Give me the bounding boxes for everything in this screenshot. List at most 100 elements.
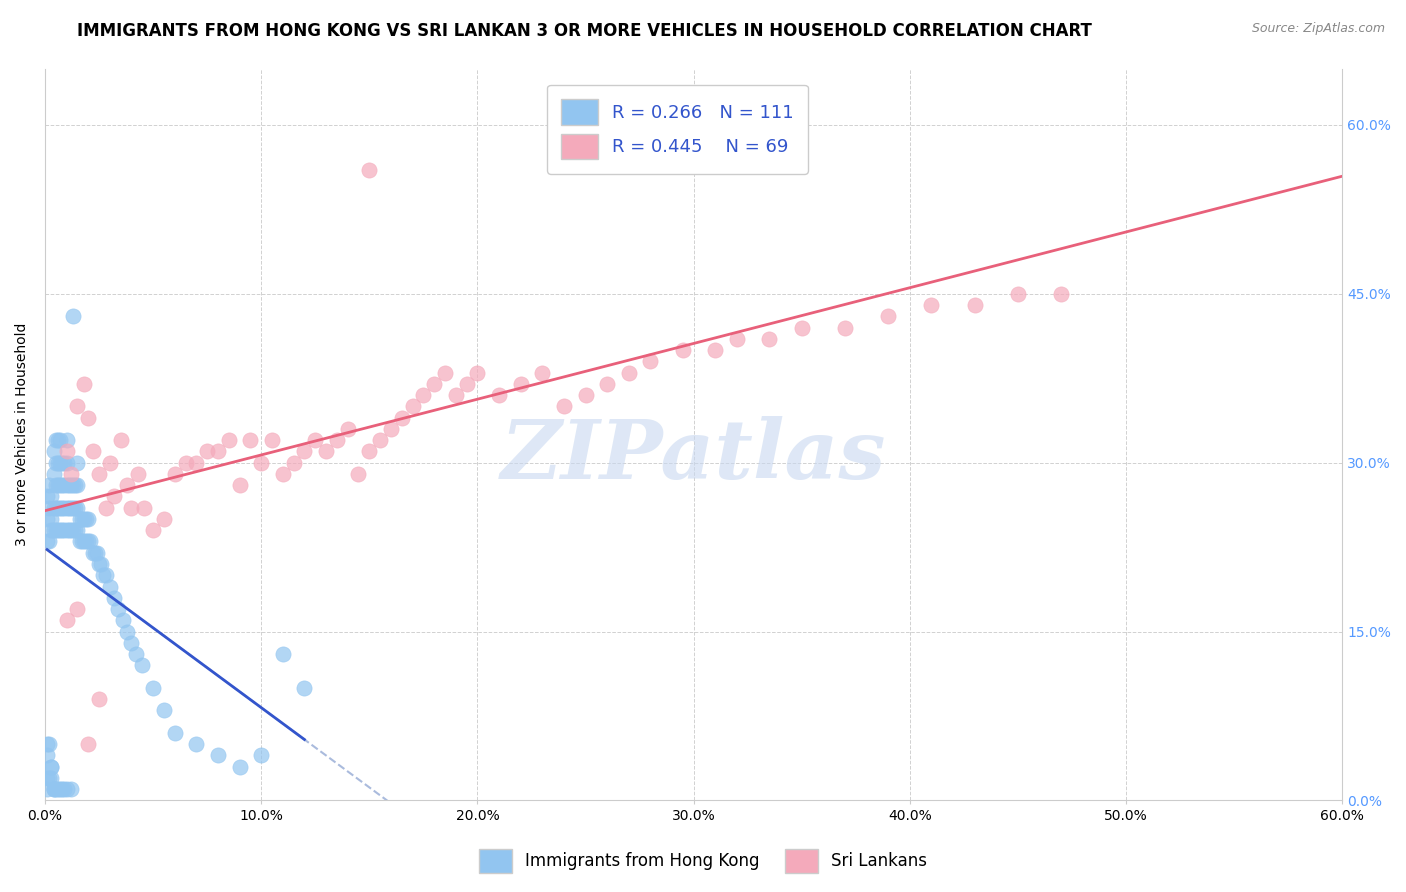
Point [73, 534, 96, 549]
Point [877, 310, 900, 324]
Point [55, 444, 77, 458]
Point [55, 613, 77, 627]
Point [46, 478, 69, 492]
Point [49, 478, 72, 492]
Point [1007, 286, 1029, 301]
Point [55, 782, 77, 797]
Point [46, 456, 69, 470]
Point [391, 410, 413, 425]
Point [98, 456, 121, 470]
Point [41, 771, 63, 785]
Point [41, 523, 63, 537]
Point [73, 512, 96, 526]
Point [315, 444, 337, 458]
Point [66, 523, 89, 537]
Point [142, 523, 165, 537]
Point [195, 444, 218, 458]
Point [125, 647, 148, 661]
Point [488, 388, 510, 402]
Point [131, 658, 153, 673]
Point [758, 332, 780, 346]
Point [53, 523, 76, 537]
Point [42, 782, 65, 797]
Point [70, 534, 93, 549]
Point [163, 726, 186, 740]
Point [37, 490, 59, 504]
Point [790, 320, 813, 334]
Point [59, 478, 82, 492]
Point [53, 500, 76, 515]
Point [93, 568, 115, 582]
Point [920, 298, 942, 312]
Point [94, 500, 117, 515]
Point [83, 546, 105, 560]
Point [186, 737, 208, 751]
Point [228, 478, 250, 492]
Point [271, 647, 294, 661]
Point [456, 376, 478, 391]
Point [401, 400, 423, 414]
Y-axis label: 3 or more Vehicles in Household: 3 or more Vehicles in Household [15, 323, 30, 546]
Point [38, 771, 60, 785]
Point [90, 557, 112, 571]
Point [59, 782, 82, 797]
Point [294, 444, 316, 458]
Point [672, 343, 695, 357]
Point [41, 490, 63, 504]
Point [38, 500, 60, 515]
Point [963, 298, 986, 312]
Point [59, 500, 82, 515]
Point [66, 456, 89, 470]
Point [163, 467, 186, 481]
Point [87, 692, 110, 706]
Point [66, 478, 89, 492]
Point [46, 433, 69, 447]
Point [412, 388, 434, 402]
Point [55, 523, 77, 537]
Point [49, 433, 72, 447]
Point [49, 500, 72, 515]
Point [73, 376, 96, 391]
Point [53, 782, 76, 797]
Point [127, 467, 149, 481]
Point [82, 546, 104, 560]
Point [103, 490, 125, 504]
Point [218, 433, 240, 447]
Point [37, 748, 59, 763]
Point [1050, 286, 1073, 301]
Point [725, 332, 748, 346]
Point [37, 534, 59, 549]
Point [51, 478, 73, 492]
Point [86, 546, 108, 560]
Point [77, 512, 100, 526]
Point [42, 444, 65, 458]
Point [59, 523, 82, 537]
Point [153, 512, 176, 526]
Point [45, 782, 67, 797]
Point [640, 354, 662, 368]
Point [661, 95, 683, 110]
Point [704, 343, 727, 357]
Point [271, 467, 294, 481]
Point [359, 444, 381, 458]
Point [75, 512, 97, 526]
Point [38, 478, 60, 492]
Point [260, 433, 283, 447]
Point [574, 388, 596, 402]
Point [326, 433, 349, 447]
Point [46, 500, 69, 515]
Point [62, 478, 84, 492]
Point [49, 456, 72, 470]
Point [45, 433, 67, 447]
Text: IMMIGRANTS FROM HONG KONG VS SRI LANKAN 3 OR MORE VEHICLES IN HOUSEHOLD CORRELAT: IMMIGRANTS FROM HONG KONG VS SRI LANKAN … [77, 22, 1092, 40]
Point [174, 456, 197, 470]
Point [38, 534, 60, 549]
Point [51, 500, 73, 515]
Point [75, 534, 97, 549]
Point [110, 433, 132, 447]
Point [42, 500, 65, 515]
Point [368, 433, 391, 447]
Point [41, 759, 63, 773]
Point [42, 782, 65, 797]
Point [62, 523, 84, 537]
